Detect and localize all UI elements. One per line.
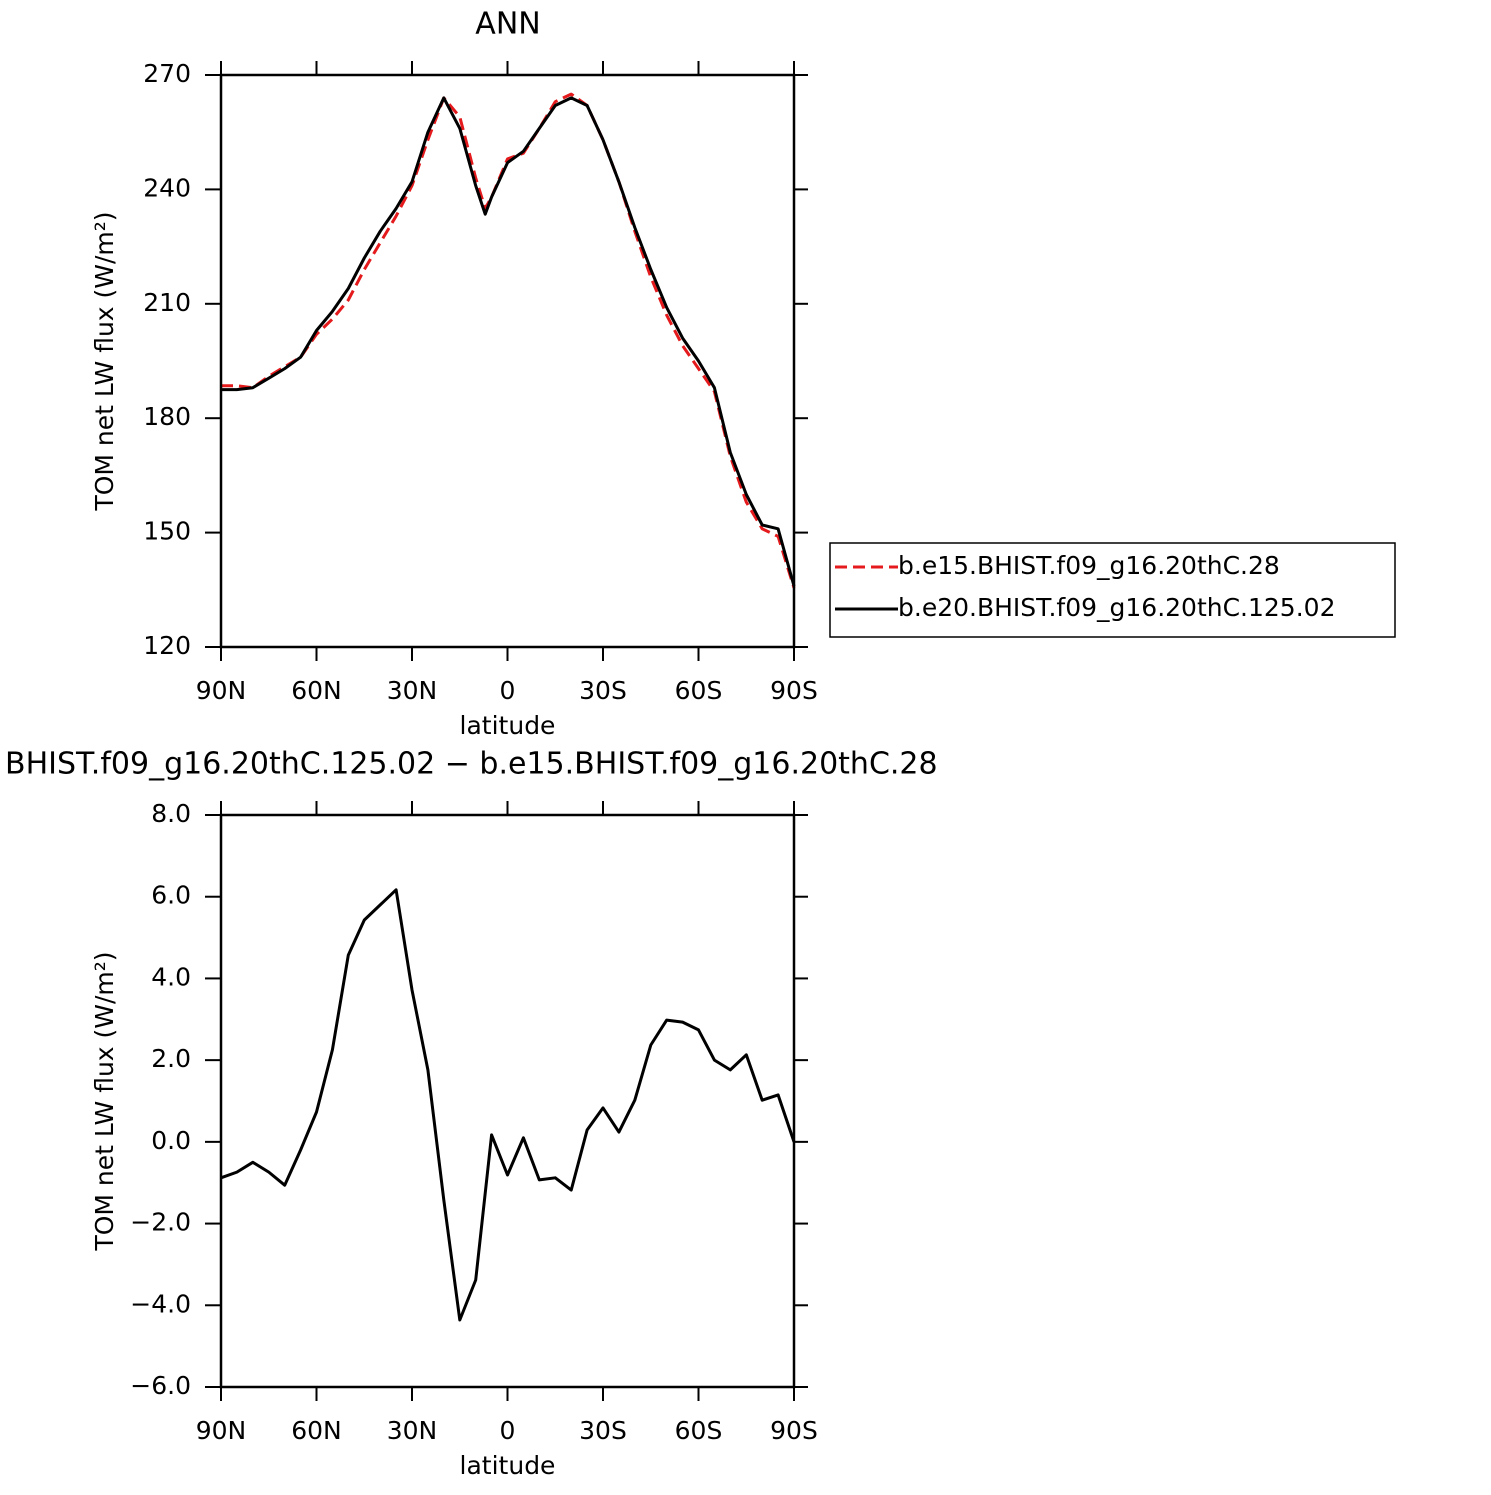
x-tick-label: 60N [291,1416,342,1445]
y-tick-label: −4.0 [130,1289,191,1318]
x-tick-label: 0 [500,1416,516,1445]
y-tick-label: 240 [143,173,191,202]
legend-label: b.e15.BHIST.f09_g16.20thC.28 [898,551,1280,580]
plot-frame [219,73,796,649]
data-line [221,92,796,589]
x-axis-label: latitude [460,711,556,740]
y-axis-label: TOM net LW flux (W/m²) [90,951,119,1251]
x-tick-label: 30S [579,1416,627,1445]
y-tick-label: 120 [143,631,191,660]
x-tick-label: 30N [387,1416,438,1445]
y-tick-label: 180 [143,402,191,431]
y-tick-label: 270 [143,59,191,88]
x-tick-label: 60N [291,676,342,705]
x-tick-label: 90S [770,1416,818,1445]
x-tick-label: 90N [196,676,247,705]
y-tick-label: 2.0 [151,1044,191,1073]
y-axis-label: TOM net LW flux (W/m²) [90,211,119,511]
x-tick-label: 90N [196,1416,247,1445]
x-tick-label: 30N [387,676,438,705]
chart-title: ANN [475,7,540,42]
y-tick-label: −2.0 [130,1208,191,1237]
x-tick-label: 0 [500,676,516,705]
y-tick-label: 0.0 [151,1126,191,1155]
x-tick-label: 60S [675,676,723,705]
data-line [221,96,796,587]
legend-label: b.e20.BHIST.f09_g16.20thC.125.02 [898,593,1335,622]
x-tick-label: 90S [770,676,818,705]
plot-frame [219,813,796,1389]
y-tick-label: 6.0 [151,881,191,910]
y-tick-label: 4.0 [151,962,191,991]
y-tick-label: 8.0 [151,799,191,828]
x-axis-label: latitude [460,1451,556,1480]
y-tick-label: 150 [143,517,191,546]
chart-title: BHIST.f09_g16.20thC.125.02 − b.e15.BHIST… [5,747,938,782]
data-line [220,888,796,1322]
y-tick-label: 210 [143,288,191,317]
x-tick-label: 60S [675,1416,723,1445]
legend-box [829,542,1396,638]
x-tick-label: 30S [579,676,627,705]
y-tick-label: −6.0 [130,1371,191,1400]
